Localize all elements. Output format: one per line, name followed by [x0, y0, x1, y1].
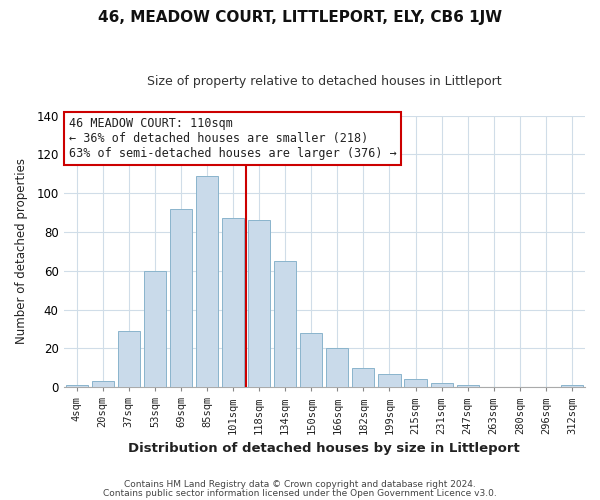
Bar	[431, 384, 452, 387]
Bar	[170, 208, 192, 387]
Text: 46 MEADOW COURT: 110sqm
← 36% of detached houses are smaller (218)
63% of semi-d: 46 MEADOW COURT: 110sqm ← 36% of detache…	[69, 117, 397, 160]
Bar	[222, 218, 244, 387]
Text: Contains public sector information licensed under the Open Government Licence v3: Contains public sector information licen…	[103, 489, 497, 498]
Bar	[404, 380, 427, 387]
Bar	[65, 385, 88, 387]
Bar	[274, 261, 296, 387]
Bar	[300, 333, 322, 387]
Bar	[352, 368, 374, 387]
Text: Contains HM Land Registry data © Crown copyright and database right 2024.: Contains HM Land Registry data © Crown c…	[124, 480, 476, 489]
Bar	[561, 385, 583, 387]
Bar	[92, 382, 114, 387]
Bar	[379, 374, 401, 387]
Bar	[326, 348, 349, 387]
X-axis label: Distribution of detached houses by size in Littleport: Distribution of detached houses by size …	[128, 442, 520, 455]
Title: Size of property relative to detached houses in Littleport: Size of property relative to detached ho…	[147, 75, 502, 88]
Bar	[196, 176, 218, 387]
Y-axis label: Number of detached properties: Number of detached properties	[15, 158, 28, 344]
Text: 46, MEADOW COURT, LITTLEPORT, ELY, CB6 1JW: 46, MEADOW COURT, LITTLEPORT, ELY, CB6 1…	[98, 10, 502, 25]
Bar	[457, 385, 479, 387]
Bar	[118, 331, 140, 387]
Bar	[144, 270, 166, 387]
Bar	[248, 220, 270, 387]
